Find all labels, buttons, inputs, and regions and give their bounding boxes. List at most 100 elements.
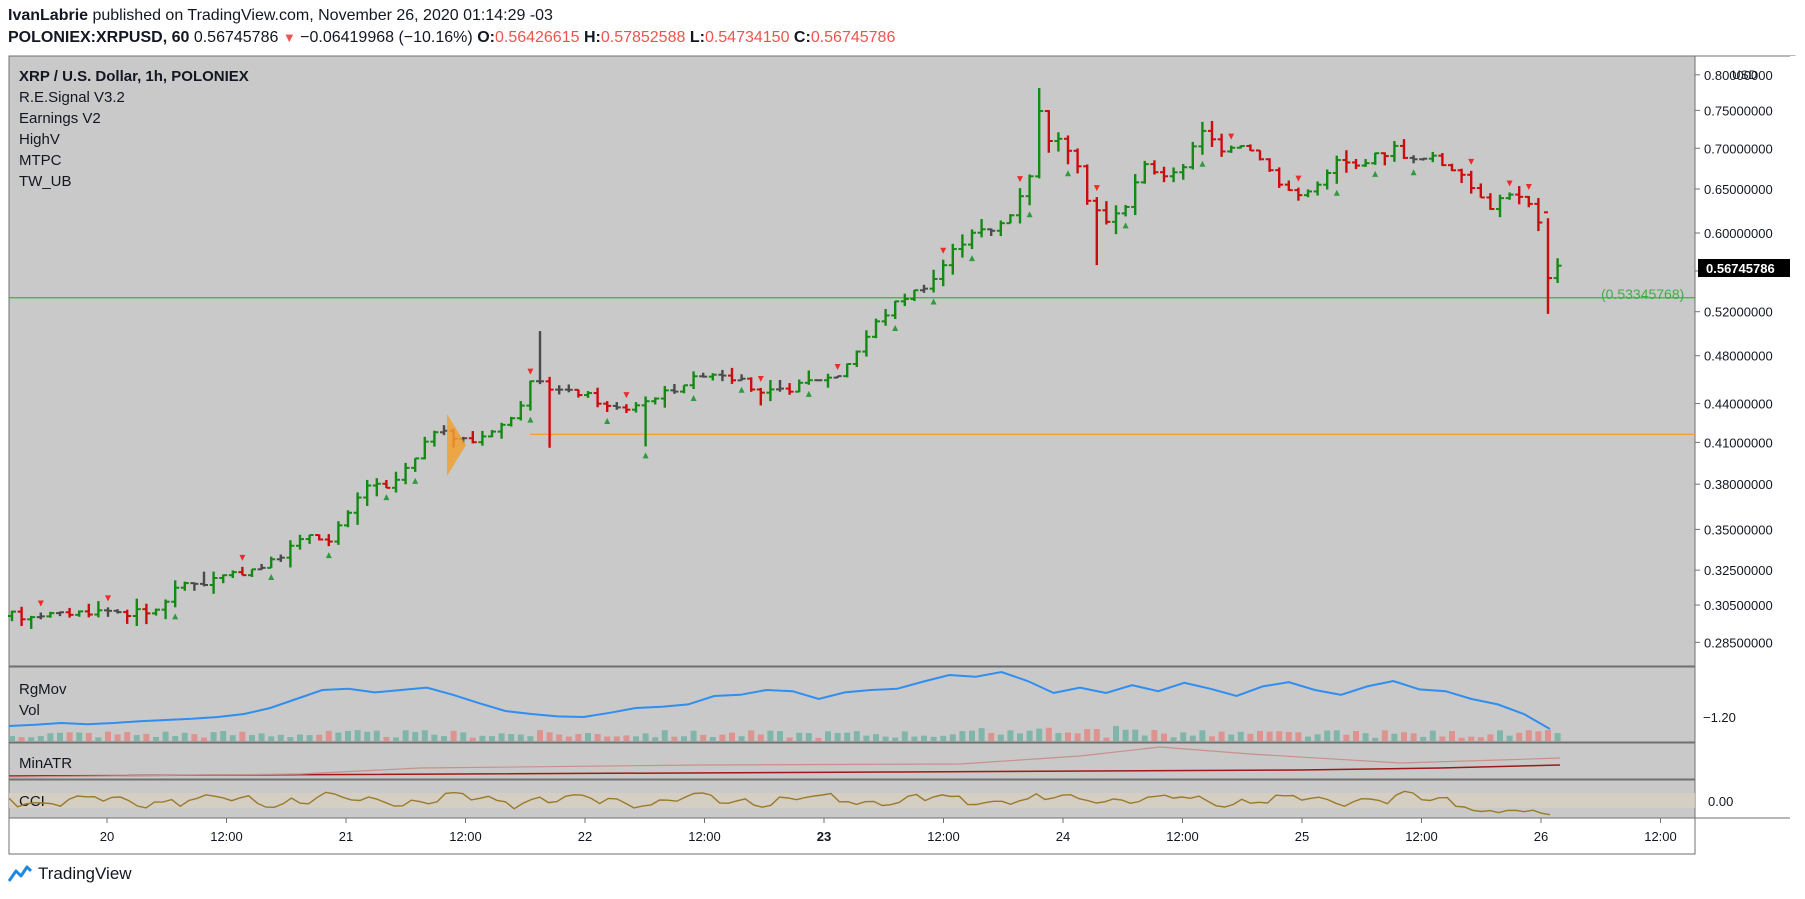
- x-tick-label: 12:00: [688, 829, 721, 844]
- x-tick-label: 21: [339, 829, 353, 844]
- volume-bar: [1353, 730, 1359, 741]
- cci-axis-tick: 0.00: [1708, 794, 1733, 809]
- buy-signal-marker: [1065, 170, 1071, 177]
- volume-bar: [1439, 736, 1446, 741]
- buy-signal-marker: [1333, 189, 1340, 196]
- sell-signal-marker: [1017, 176, 1023, 183]
- tradingview-logo-icon: [8, 865, 32, 882]
- buy-signal-marker: [738, 386, 745, 393]
- sell-signal-marker: [757, 375, 764, 382]
- sell-signal-marker: [105, 595, 111, 602]
- volume-bar: [604, 736, 611, 741]
- volume-bar: [469, 737, 476, 741]
- volume-bar: [172, 736, 179, 741]
- y-tick-label: 0.38000000: [1704, 477, 1773, 492]
- volume-bar: [162, 731, 169, 741]
- open-value: 0.56426615: [494, 29, 580, 46]
- volume-bar: [825, 731, 831, 741]
- volume-bar: [373, 730, 380, 741]
- minatr-signal-line: [8, 746, 1561, 778]
- time-axis[interactable]: [8, 817, 1696, 855]
- volume-bar: [1429, 730, 1436, 741]
- symbol-info: POLONIEX:XRPUSD, 60 0.56745786 ▼ −0.0641…: [8, 28, 895, 48]
- author-name[interactable]: IvanLabrie: [8, 7, 89, 24]
- volume-bar: [949, 734, 956, 741]
- volume-bar: [921, 735, 927, 741]
- support-line-label: (0.53345768): [1601, 286, 1684, 302]
- volume-bar: [700, 734, 707, 741]
- volume-bar: [652, 737, 659, 741]
- volume-bar: [901, 731, 908, 741]
- x-tick-label: 12:00: [1166, 829, 1199, 844]
- volume-bar: [143, 733, 150, 741]
- volume-bar: [76, 732, 83, 741]
- volume-bar: [517, 734, 524, 741]
- x-tick-label: 12:00: [927, 829, 960, 844]
- volume-bar: [354, 730, 361, 741]
- buy-signal-marker: [969, 255, 975, 262]
- breakout-triangle: [447, 414, 466, 476]
- y-tick-label: 0.35000000: [1704, 522, 1773, 537]
- volume-bar: [1343, 734, 1350, 741]
- y-tick-label: 0.30500000: [1704, 598, 1773, 613]
- volume-bar: [863, 735, 870, 741]
- rgmov-pane[interactable]: [8, 666, 1696, 743]
- volume-bar: [1036, 728, 1043, 741]
- volume-bar: [1065, 732, 1071, 741]
- volume-bar: [1506, 735, 1513, 741]
- volume-bar: [421, 730, 428, 741]
- volume-bar: [201, 737, 207, 741]
- currency-label[interactable]: USD: [1732, 68, 1758, 82]
- volume-bar: [287, 737, 294, 741]
- last-price-tag: [1698, 259, 1790, 277]
- y-tick-label: 0.28500000: [1704, 635, 1773, 650]
- indicator-4: MTPC: [19, 152, 62, 169]
- volume-bar: [738, 736, 745, 741]
- volume-bar: [815, 737, 822, 741]
- sell-signal-marker: [1468, 158, 1475, 165]
- volume-bar: [1314, 734, 1321, 741]
- volume-bar: [450, 730, 457, 741]
- volume-bar: [277, 734, 284, 741]
- volume-bar: [239, 731, 246, 741]
- volume-bar: [1401, 732, 1407, 741]
- volume-bar: [18, 737, 25, 741]
- y-tick-label: 0.60000000: [1704, 226, 1773, 241]
- pane-label-rgmov: RgMov: [19, 681, 67, 698]
- indicator-5: TW_UB: [19, 173, 72, 190]
- volume-bar: [1458, 737, 1465, 741]
- volume-bar: [28, 737, 35, 741]
- volume-bar: [1276, 731, 1283, 741]
- publish-info: IvanLabrie published on TradingView.com,…: [8, 6, 553, 26]
- volume-bar: [661, 730, 668, 741]
- buy-signal-marker: [1199, 160, 1206, 167]
- price-axis[interactable]: [1694, 55, 1796, 819]
- indicator-3: HighV: [19, 131, 60, 148]
- pane-label-minatr: MinATR: [19, 755, 72, 772]
- volume-bar: [1545, 730, 1551, 741]
- volume-bar: [796, 732, 803, 741]
- volume-bar: [834, 732, 841, 741]
- volume-bar: [1122, 729, 1129, 741]
- volume-bar: [460, 732, 467, 741]
- volume-bar: [1333, 730, 1340, 741]
- buy-signal-marker: [268, 574, 275, 581]
- sell-signal-marker: [940, 247, 947, 254]
- sell-signal-marker: [1525, 183, 1532, 190]
- volume-bar: [1132, 729, 1139, 741]
- y-tick-label: 0.70000000: [1704, 141, 1773, 156]
- minatr-pane[interactable]: [8, 742, 1696, 780]
- volume-bar: [1257, 730, 1263, 741]
- volume-bar: [1237, 731, 1244, 741]
- volume-bar: [1093, 729, 1100, 741]
- volume-bar: [623, 735, 630, 741]
- volume-bar: [441, 736, 447, 741]
- volume-bar: [1161, 733, 1167, 741]
- volume-bar: [249, 735, 255, 741]
- y-tick-label: 0.41000000: [1704, 435, 1773, 450]
- volume-bar: [181, 732, 188, 741]
- price-pane[interactable]: [8, 55, 1696, 667]
- volume-bar: [1449, 731, 1455, 741]
- tradingview-logo[interactable]: TradingView: [8, 864, 132, 884]
